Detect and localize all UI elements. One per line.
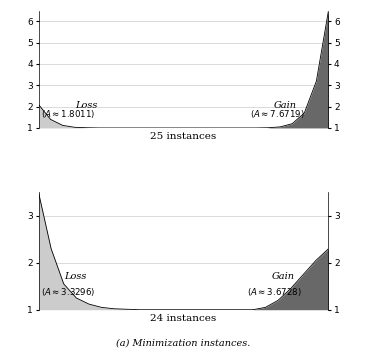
Text: $(A \approx 3.3296)$: $(A \approx 3.3296)$ <box>41 286 95 298</box>
Text: Gain: Gain <box>272 272 295 281</box>
Text: (a) Minimization instances.: (a) Minimization instances. <box>116 338 251 347</box>
Text: $(A \approx 7.6719)$: $(A \approx 7.6719)$ <box>250 108 305 120</box>
X-axis label: 24 instances: 24 instances <box>150 314 217 323</box>
Text: Loss: Loss <box>64 272 86 281</box>
Text: $(A \approx 3.6728)$: $(A \approx 3.6728)$ <box>247 286 301 298</box>
Text: Gain: Gain <box>274 101 297 110</box>
Text: $(A \approx 1.8011)$: $(A \approx 1.8011)$ <box>41 108 95 120</box>
Text: Loss: Loss <box>75 101 97 110</box>
X-axis label: 25 instances: 25 instances <box>150 132 217 141</box>
